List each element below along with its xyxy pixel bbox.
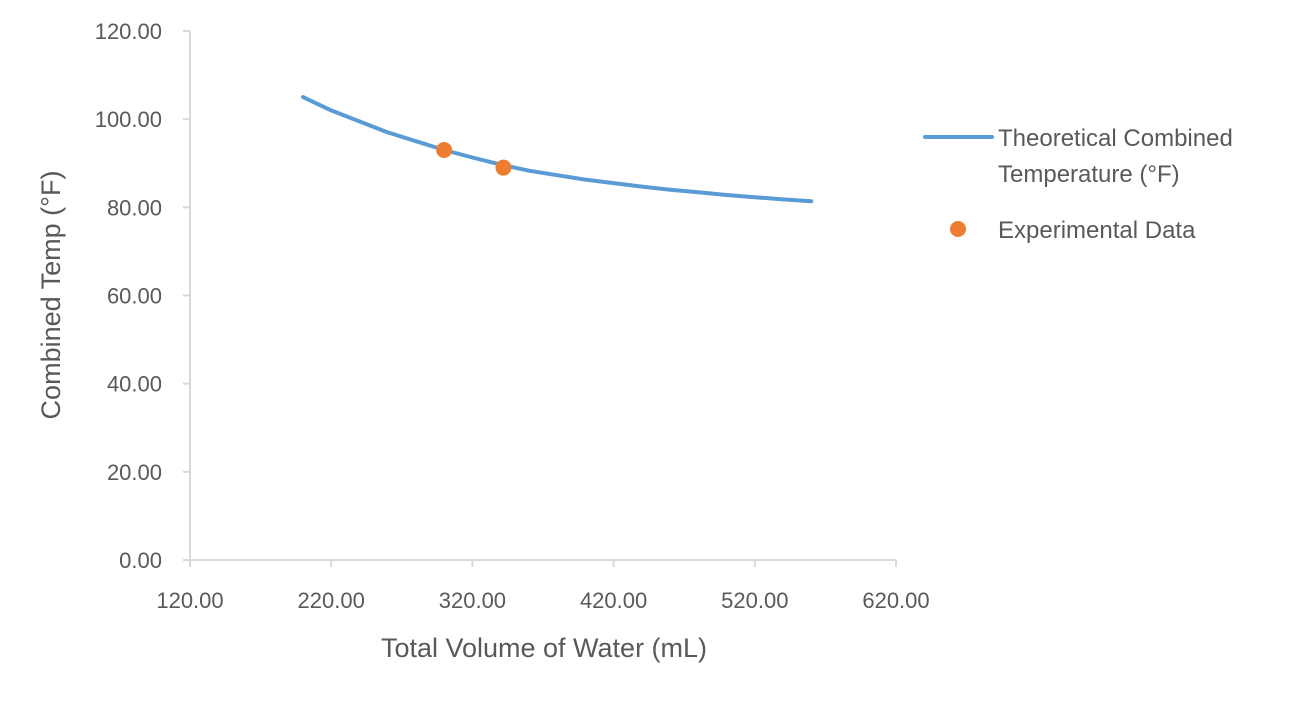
y-axis-title: Combined Temp (°F) (36, 171, 66, 420)
theoretical-temperature-line (301, 95, 814, 204)
x-axis-title: Total Volume of Water (mL) (381, 633, 707, 663)
x-tick-label: 620.00 (862, 588, 929, 613)
y-tick-label: 20.00 (107, 460, 162, 485)
experimental-data-point (495, 159, 512, 176)
x-tick-label: 220.00 (298, 588, 365, 613)
x-tick-label: 120.00 (156, 588, 223, 613)
y-tick-label: 80.00 (107, 195, 162, 220)
plot-series (301, 95, 814, 204)
y-tick-label: 60.00 (107, 284, 162, 309)
legend: Theoretical Combined Temperature (°F) Ex… (923, 125, 1239, 244)
legend-line-label: Theoretical Combined Temperature (°F) (998, 125, 1239, 188)
x-tick-label: 320.00 (439, 588, 506, 613)
y-tick-label: 120.00 (95, 19, 162, 44)
tick-labels: 120.00 220.00 320.00 420.00 520.00 620.00 0.00… (95, 19, 930, 613)
y-tick-label: 0.00 (119, 548, 162, 573)
y-tick-label: 100.00 (95, 107, 162, 132)
axes (183, 30, 897, 567)
legend-line-label-line2: Temperature (°F) (998, 161, 1180, 188)
y-tick-label: 40.00 (107, 372, 162, 397)
x-tick-label: 420.00 (580, 588, 647, 613)
legend-scatter-swatch (950, 221, 966, 237)
legend-scatter-label: Experimental Data (998, 217, 1196, 244)
x-tick-label: 520.00 (721, 588, 788, 613)
experimental-data-point (436, 142, 453, 159)
legend-line-label-line1: Theoretical Combined (998, 125, 1233, 152)
